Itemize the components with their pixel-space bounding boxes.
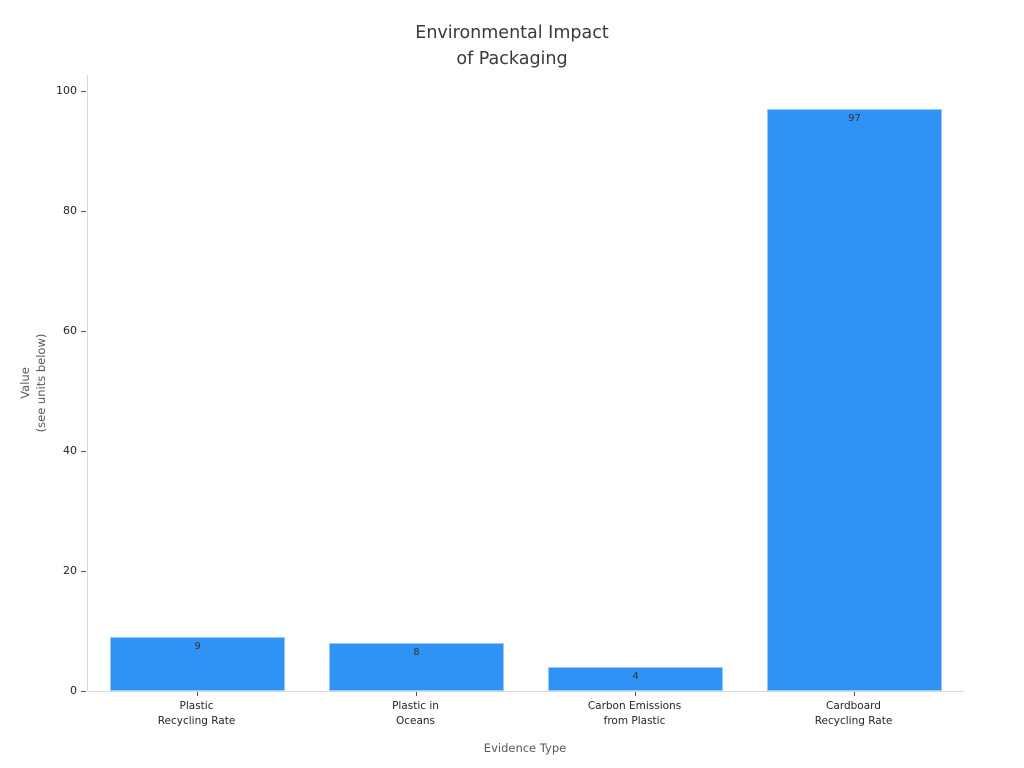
y-tick-mark	[81, 451, 86, 452]
y-tick-mark	[81, 331, 86, 332]
y-tick-label: 40	[63, 444, 77, 457]
x-tick-mark	[415, 692, 417, 696]
x-tick-label: Plastic Recycling Rate	[157, 700, 236, 727]
plot-area: 9 8 4 97	[87, 75, 964, 692]
x-tick-mark	[196, 692, 198, 696]
bar: 9	[110, 637, 285, 691]
bar-value-label: 9	[194, 641, 201, 652]
chart-title: Environmental Impact of Packaging	[415, 23, 609, 69]
y-tick-label: 100	[56, 84, 77, 97]
y-tick-label: 80	[63, 204, 77, 217]
y-tick-mark	[81, 211, 86, 212]
x-tick-mark	[853, 692, 855, 696]
x-axis-title: Evidence Type	[483, 741, 567, 755]
bar: 97	[767, 109, 942, 691]
x-tick-label: Plastic in Oceans	[392, 700, 439, 727]
y-tick-mark	[81, 91, 86, 92]
y-tick-mark	[81, 691, 86, 692]
x-tick-label: Cardboard Recycling Rate	[814, 700, 893, 727]
bar-value-label: 8	[413, 647, 420, 658]
y-axis-label: Value (see units below)	[18, 333, 48, 433]
x-tick-mark	[634, 692, 636, 696]
bar-value-label: 97	[848, 113, 861, 124]
bar-value-label: 4	[632, 671, 639, 682]
y-tick-label: 60	[63, 324, 77, 337]
y-tick-label: 20	[63, 564, 77, 577]
bar: 4	[548, 667, 723, 691]
y-tick-mark	[81, 571, 86, 572]
y-tick-label: 0	[70, 684, 77, 697]
x-tick-label: Carbon Emissions from Plastic	[587, 700, 682, 727]
bar: 8	[329, 643, 504, 691]
